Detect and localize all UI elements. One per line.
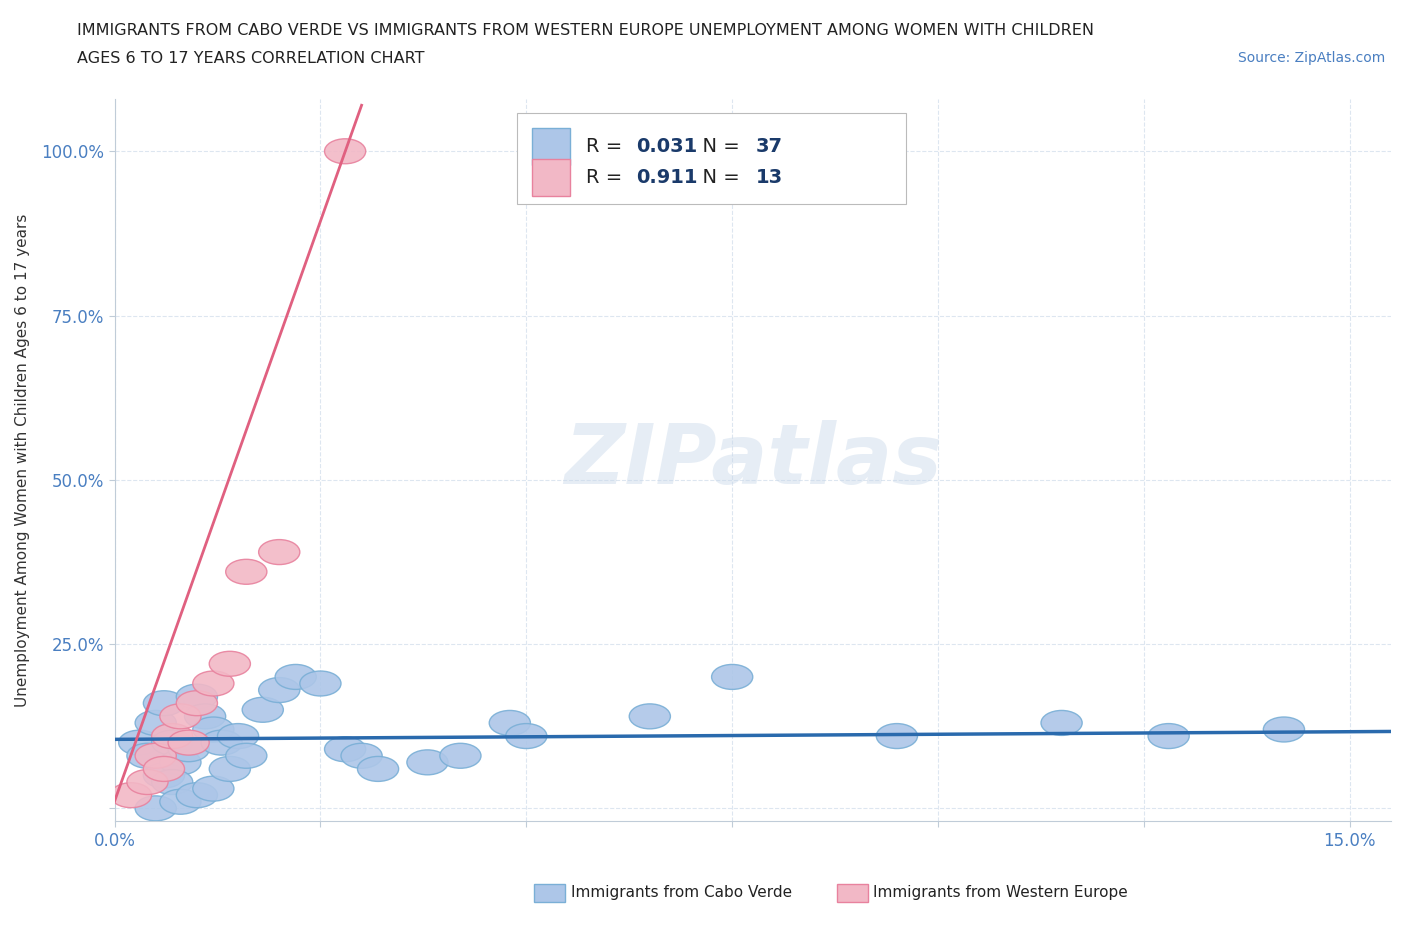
Ellipse shape (1040, 711, 1083, 736)
Ellipse shape (259, 539, 299, 565)
Text: N =: N = (690, 168, 747, 187)
Text: ZIPatlas: ZIPatlas (564, 419, 942, 500)
FancyBboxPatch shape (531, 127, 571, 166)
Ellipse shape (135, 796, 176, 821)
Ellipse shape (506, 724, 547, 749)
Ellipse shape (357, 756, 399, 781)
Ellipse shape (193, 777, 233, 801)
Ellipse shape (169, 730, 209, 755)
Text: R =: R = (585, 137, 628, 156)
Ellipse shape (201, 730, 242, 755)
Ellipse shape (152, 724, 193, 749)
Ellipse shape (440, 743, 481, 768)
Text: R =: R = (585, 168, 628, 187)
Ellipse shape (176, 684, 218, 709)
Ellipse shape (127, 769, 169, 794)
Text: Source: ZipAtlas.com: Source: ZipAtlas.com (1237, 51, 1385, 65)
Ellipse shape (259, 678, 299, 702)
Ellipse shape (143, 756, 184, 781)
Text: Immigrants from Western Europe: Immigrants from Western Europe (873, 885, 1128, 900)
Text: 13: 13 (755, 168, 783, 187)
Ellipse shape (711, 664, 752, 689)
Ellipse shape (118, 730, 160, 755)
Ellipse shape (630, 704, 671, 729)
Ellipse shape (184, 704, 226, 729)
Text: IMMIGRANTS FROM CABO VERDE VS IMMIGRANTS FROM WESTERN EUROPE UNEMPLOYMENT AMONG : IMMIGRANTS FROM CABO VERDE VS IMMIGRANTS… (77, 23, 1094, 38)
Text: 37: 37 (755, 137, 782, 156)
Ellipse shape (160, 790, 201, 815)
Text: AGES 6 TO 17 YEARS CORRELATION CHART: AGES 6 TO 17 YEARS CORRELATION CHART (77, 51, 425, 66)
Ellipse shape (226, 743, 267, 768)
Ellipse shape (143, 691, 184, 716)
Ellipse shape (218, 724, 259, 749)
Y-axis label: Unemployment Among Women with Children Ages 6 to 17 years: Unemployment Among Women with Children A… (15, 213, 30, 707)
Ellipse shape (127, 743, 169, 768)
Text: 0.031: 0.031 (637, 137, 697, 156)
Ellipse shape (489, 711, 530, 736)
Ellipse shape (160, 704, 201, 729)
Ellipse shape (193, 671, 233, 696)
Ellipse shape (176, 691, 218, 716)
Text: N =: N = (690, 137, 747, 156)
Ellipse shape (135, 743, 176, 768)
Ellipse shape (160, 750, 201, 775)
Ellipse shape (325, 139, 366, 164)
Ellipse shape (242, 698, 284, 723)
FancyBboxPatch shape (531, 159, 571, 196)
Text: 0.911: 0.911 (637, 168, 699, 187)
Ellipse shape (342, 743, 382, 768)
Ellipse shape (169, 737, 209, 762)
Ellipse shape (193, 717, 233, 742)
Ellipse shape (176, 783, 218, 807)
Ellipse shape (876, 724, 918, 749)
Ellipse shape (143, 763, 184, 788)
Ellipse shape (152, 769, 193, 794)
Ellipse shape (325, 737, 366, 762)
Ellipse shape (276, 664, 316, 689)
FancyBboxPatch shape (516, 113, 905, 204)
Ellipse shape (135, 711, 176, 736)
Ellipse shape (209, 756, 250, 781)
Ellipse shape (209, 651, 250, 676)
Ellipse shape (1149, 724, 1189, 749)
Ellipse shape (406, 750, 449, 775)
Text: Immigrants from Cabo Verde: Immigrants from Cabo Verde (571, 885, 792, 900)
Ellipse shape (226, 559, 267, 584)
Ellipse shape (299, 671, 342, 696)
Ellipse shape (152, 730, 193, 755)
Ellipse shape (1264, 717, 1305, 742)
Ellipse shape (111, 783, 152, 807)
